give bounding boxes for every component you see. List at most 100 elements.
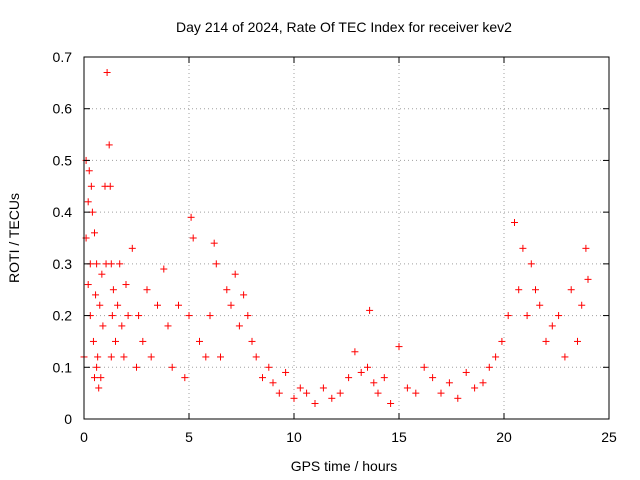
data-point [515,286,523,294]
data-point [357,368,365,376]
data-point [96,301,104,309]
data-point [366,306,374,314]
data-point [395,343,403,351]
data-point [462,368,470,376]
data-point [561,353,569,361]
x-tick-label: 5 [185,429,193,445]
data-point [120,353,128,361]
y-tick-label: 0.3 [53,256,73,272]
data-point [122,281,130,289]
data-point [114,301,122,309]
data-point [345,374,353,382]
data-point [85,167,93,175]
data-point [555,312,563,320]
data-point [128,244,136,252]
x-tick-label: 25 [601,429,617,445]
data-point [527,260,535,268]
data-point [445,379,453,387]
grid-lines [84,57,609,419]
data-point [189,234,197,242]
data-point [98,270,106,278]
data-point [88,208,96,216]
data-point [567,286,575,294]
data-point [103,69,111,77]
data-point [94,353,102,361]
data-point [519,244,527,252]
data-point [135,312,143,320]
data-point [364,363,371,371]
data-point [112,337,119,345]
data-point [542,337,550,345]
data-point [105,141,113,149]
data-point [99,322,107,330]
data-point [403,384,411,392]
y-tick-label: 0.1 [53,359,73,375]
data-point [143,286,151,294]
data-point [202,353,210,361]
data-point [504,312,512,320]
data-point [97,374,105,382]
data-point [548,322,556,330]
data-point [196,337,203,345]
data-point [370,379,378,387]
data-point [87,182,95,190]
data-point [319,384,327,392]
data-point [296,384,304,392]
data-point [187,213,195,221]
data-point [290,394,298,402]
data-point [584,275,592,283]
y-tick-label: 0.4 [53,204,73,220]
data-point [532,286,539,294]
data-point [485,363,493,371]
data-point [93,363,101,371]
data-point [235,322,243,330]
data-point [523,312,531,320]
data-point [511,218,518,226]
data-point [578,301,586,309]
data-point [303,389,311,397]
data-point [227,301,235,309]
data-point [380,374,388,382]
y-tick-label: 0 [64,411,72,427]
data-point [259,374,266,382]
data-point [91,374,98,382]
x-tick-label: 0 [80,429,88,445]
axis-ticks: 0 5 10 15 20 25 0 0.1 0.2 0.3 0.4 0.5 0.6 0.7 [53,49,617,445]
data-point [492,353,500,361]
data-point [437,389,445,397]
data-point [118,322,126,330]
data-point [92,291,100,299]
data-point [471,384,479,392]
data-point [536,301,544,309]
data-point [181,374,189,382]
data-point [84,281,92,289]
x-tick-label: 20 [496,429,512,445]
plot-frame [83,56,610,420]
data-point [107,260,115,268]
data-point [91,229,98,237]
data-point [212,260,220,268]
data-point [336,389,344,397]
data-point [164,322,172,330]
data-point [240,291,248,299]
data-point [231,270,239,278]
data-point [351,348,359,356]
x-tick-label: 10 [286,429,302,445]
data-point [109,286,117,294]
data-point [89,337,97,345]
data-point [387,399,395,407]
y-axis-label: ROTI / TECUs [6,193,22,283]
data-point [244,312,252,320]
data-point [479,379,487,387]
data-point [275,389,283,397]
data-point [175,301,182,309]
data-point [93,260,101,268]
data-point [168,363,176,371]
chart-title: Day 214 of 2024, Rate Of TEC Index for r… [176,19,512,35]
data-point [454,394,462,402]
data-point [582,244,590,252]
data-point [574,337,581,345]
data-point [248,337,256,345]
y-tick-label: 0.7 [53,49,73,65]
